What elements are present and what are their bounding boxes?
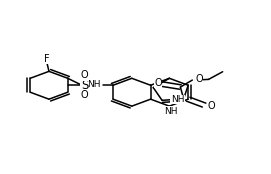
Text: NH: NH (164, 107, 178, 116)
Text: S: S (81, 79, 88, 92)
Text: F: F (44, 54, 50, 64)
Text: O: O (207, 101, 215, 111)
Text: NH: NH (87, 80, 100, 89)
Text: O: O (81, 90, 88, 100)
Text: O: O (81, 70, 88, 80)
Text: NH: NH (171, 95, 184, 104)
Text: O: O (154, 78, 162, 88)
Text: O: O (195, 74, 203, 84)
